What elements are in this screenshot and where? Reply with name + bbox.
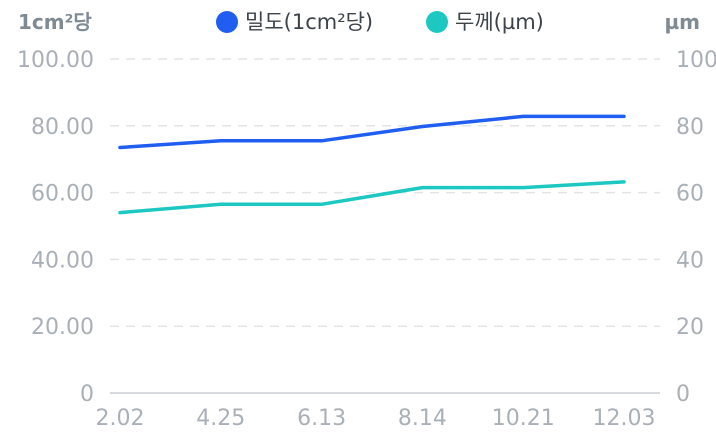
- right-tick-label: 100: [676, 48, 716, 73]
- x-axis-ticks: 2.02 4.25 6.13 8.14 10.21 12.03: [96, 406, 656, 431]
- legend-marker-density: [216, 11, 238, 33]
- legend-label-density: 밀도(1cm²당): [245, 10, 373, 34]
- left-tick-label: 100.00: [17, 48, 94, 73]
- left-tick-label: 60.00: [31, 182, 94, 207]
- left-axis-ticks: 0 20.00 40.00 60.00 80.00 100.00: [17, 48, 94, 407]
- legend-marker-thickness: [426, 11, 448, 33]
- right-tick-label: 60: [676, 182, 704, 207]
- left-tick-label: 80.00: [31, 115, 94, 140]
- x-tick-label: 8.14: [398, 406, 447, 431]
- right-axis-ticks: 0 20 40 60 80 100: [676, 48, 716, 407]
- x-tick-label: 4.25: [196, 406, 245, 431]
- x-tick-label: 12.03: [593, 406, 656, 431]
- right-tick-label: 40: [676, 248, 704, 273]
- left-tick-label: 0: [80, 382, 94, 407]
- x-tick-label: 2.02: [96, 406, 145, 431]
- legend-item-density[interactable]: 밀도(1cm²당): [216, 10, 373, 34]
- series-line-density[interactable]: [118, 114, 626, 150]
- left-axis-unit: 1cm²당: [18, 10, 92, 34]
- legend: 밀도(1cm²당) 두께(µm): [216, 10, 544, 34]
- right-tick-label: 80: [676, 115, 704, 140]
- x-tick-label: 10.21: [492, 406, 555, 431]
- left-tick-label: 20.00: [31, 315, 94, 340]
- right-tick-label: 0: [676, 382, 690, 407]
- legend-label-thickness: 두께(µm): [455, 10, 544, 34]
- series-lines: [118, 114, 626, 215]
- legend-item-thickness[interactable]: 두께(µm): [426, 10, 544, 34]
- x-tick-label: 6.13: [297, 406, 346, 431]
- series-line-thickness[interactable]: [118, 180, 626, 215]
- right-axis-unit: µm: [664, 10, 700, 34]
- right-tick-label: 20: [676, 315, 704, 340]
- left-tick-label: 40.00: [31, 248, 94, 273]
- grid-lines: [110, 58, 660, 394]
